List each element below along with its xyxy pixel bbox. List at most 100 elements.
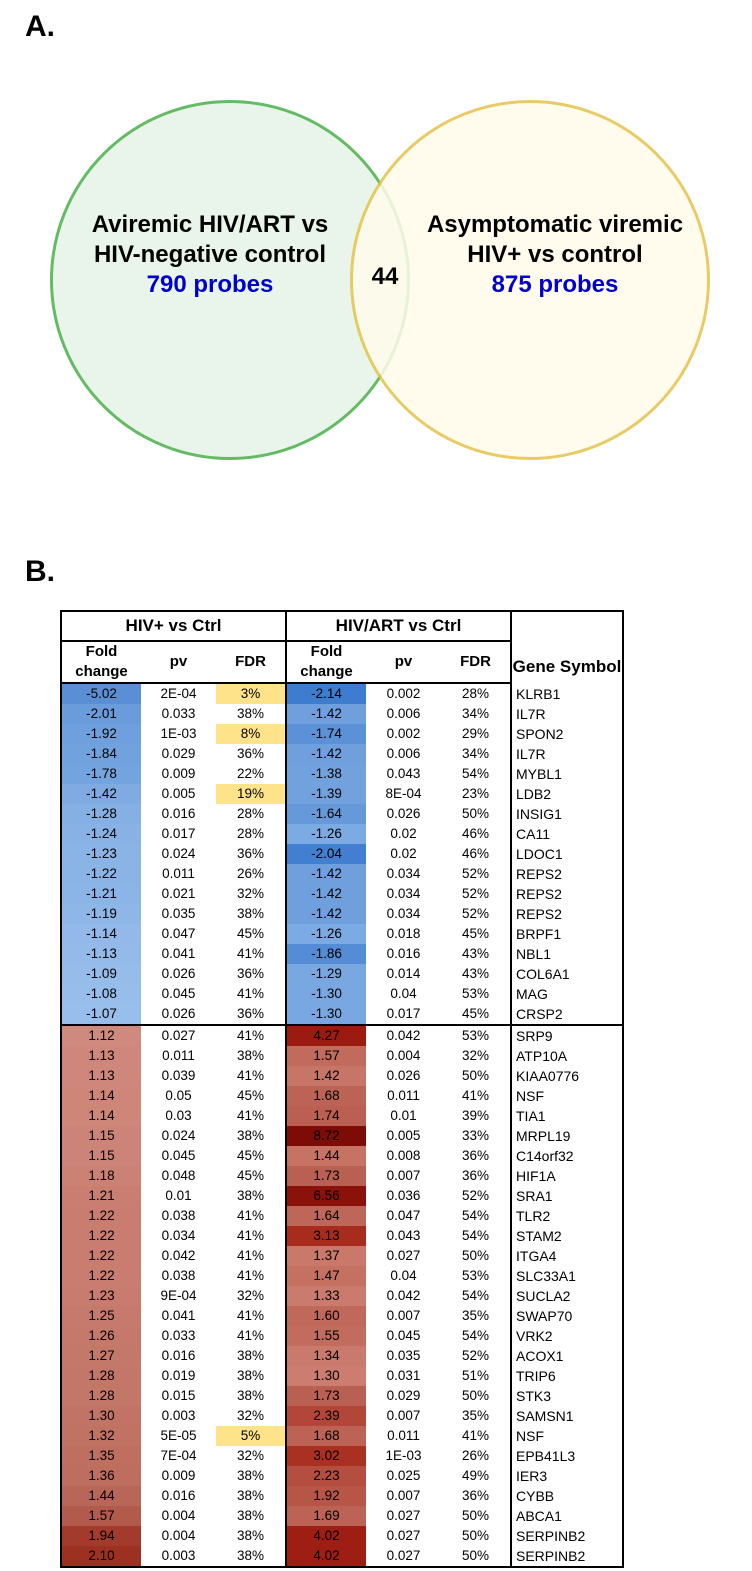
table-row: 1.130.03941%1.420.02650%KIAA0776 — [61, 1066, 623, 1086]
fdr2-cell: 39% — [441, 1106, 511, 1126]
pv1-cell: 0.039 — [141, 1066, 216, 1086]
table-row: 1.940.00438%4.020.02750%SERPINB2 — [61, 1526, 623, 1546]
table-row: 1.120.02741%4.270.04253%SRP9 — [61, 1025, 623, 1046]
fc2-cell: 1.73 — [286, 1166, 366, 1186]
fc2-cell: 8.72 — [286, 1126, 366, 1146]
pv1-cell: 9E-04 — [141, 1286, 216, 1306]
pv1-cell: 0.034 — [141, 1226, 216, 1246]
fdr1-cell: 5% — [216, 1426, 286, 1446]
fdr2-cell: 45% — [441, 1004, 511, 1025]
gene-cell: SPON2 — [511, 724, 623, 744]
gene-cell: CYBB — [511, 1486, 623, 1506]
pv1-cell: 0.027 — [141, 1025, 216, 1046]
panel-b-label: B. — [25, 555, 55, 589]
pv2-cell: 0.031 — [366, 1366, 441, 1386]
fdr2-cell: 54% — [441, 1326, 511, 1346]
fdr1-cell: 22% — [216, 764, 286, 784]
fdr2-cell: 23% — [441, 784, 511, 804]
fdr1-cell: 38% — [216, 1126, 286, 1146]
gene-cell: IER3 — [511, 1466, 623, 1486]
table-row: 1.260.03341%1.550.04554%VRK2 — [61, 1326, 623, 1346]
fdr1-cell: 36% — [216, 744, 286, 764]
fc2-cell: -1.39 — [286, 784, 366, 804]
pv2-cell: 0.014 — [366, 964, 441, 984]
fc2-cell: 4.27 — [286, 1025, 366, 1046]
pv2-cell: 1E-03 — [366, 1446, 441, 1466]
pv2-cell: 0.036 — [366, 1186, 441, 1206]
pv1-cell: 0.033 — [141, 1326, 216, 1346]
fdr2-cell: 53% — [441, 984, 511, 1004]
gene-cell: MRPL19 — [511, 1126, 623, 1146]
table-row: 1.570.00438%1.690.02750%ABCA1 — [61, 1506, 623, 1526]
fc1-cell: 1.22 — [61, 1266, 141, 1286]
fdr2-cell: 53% — [441, 1266, 511, 1286]
gene-cell: NSF — [511, 1086, 623, 1106]
pv2-cell: 0.027 — [366, 1246, 441, 1266]
fdr1-cell: 41% — [216, 1306, 286, 1326]
pv1-cell: 0.017 — [141, 824, 216, 844]
fc1-cell: 1.23 — [61, 1286, 141, 1306]
fc1-cell: -1.23 — [61, 844, 141, 864]
fc2-cell: 1.73 — [286, 1386, 366, 1406]
table-row: 1.280.01538%1.730.02950%STK3 — [61, 1386, 623, 1406]
fdr2-cell: 46% — [441, 844, 511, 864]
fc1-cell: -1.22 — [61, 864, 141, 884]
pv2-cell: 0.034 — [366, 864, 441, 884]
fdr1-cell: 41% — [216, 1066, 286, 1086]
table-row: 1.280.01938%1.300.03151%TRIP6 — [61, 1366, 623, 1386]
pv1-cell: 0.016 — [141, 1346, 216, 1366]
fdr1-cell: 38% — [216, 1466, 286, 1486]
fdr1-cell: 38% — [216, 1346, 286, 1366]
fc2-cell: 4.02 — [286, 1546, 366, 1567]
table-row: -1.220.01126%-1.420.03452%REPS2 — [61, 864, 623, 884]
fdr1-cell: 26% — [216, 864, 286, 884]
fdr1-cell: 41% — [216, 944, 286, 964]
fdr1-cell: 45% — [216, 1166, 286, 1186]
venn-right-text: Asymptomatic viremic HIV+ vs control 875… — [420, 210, 690, 300]
fc1-cell: -2.01 — [61, 704, 141, 724]
pv1-cell: 0.004 — [141, 1506, 216, 1526]
fdr1-cell: 38% — [216, 1486, 286, 1506]
fc1-cell: 1.28 — [61, 1366, 141, 1386]
pv1-cell: 2E-04 — [141, 683, 216, 704]
pv1-cell: 1E-03 — [141, 724, 216, 744]
pv2-cell: 0.04 — [366, 1266, 441, 1286]
fdr2-cell: 52% — [441, 864, 511, 884]
pv1-cell: 0.048 — [141, 1166, 216, 1186]
pv1-cell: 0.024 — [141, 1126, 216, 1146]
pv1-cell: 0.019 — [141, 1366, 216, 1386]
pv1-cell: 0.035 — [141, 904, 216, 924]
table-row: 1.180.04845%1.730.00736%HIF1A — [61, 1166, 623, 1186]
fdr2-cell: 34% — [441, 704, 511, 724]
pv2-cell: 0.004 — [366, 1046, 441, 1066]
pv2-cell: 8E-04 — [366, 784, 441, 804]
fc2-cell: 6.56 — [286, 1186, 366, 1206]
fc2-cell: 1.55 — [286, 1326, 366, 1346]
fc1-cell: -1.78 — [61, 764, 141, 784]
gene-cell: IL7R — [511, 744, 623, 764]
table-row: 1.210.0138%6.560.03652%SRA1 — [61, 1186, 623, 1206]
fdr2-cell: 50% — [441, 1506, 511, 1526]
pv2-cell: 0.026 — [366, 1066, 441, 1086]
pv2-cell: 0.027 — [366, 1546, 441, 1567]
table-row: 1.357E-0432%3.021E-0326%EPB41L3 — [61, 1446, 623, 1466]
fc1-cell: 1.14 — [61, 1086, 141, 1106]
fc1-cell: -1.42 — [61, 784, 141, 804]
fc2-cell: 1.34 — [286, 1346, 366, 1366]
fc2-cell: -2.14 — [286, 683, 366, 704]
venn-overlap-count: 44 — [360, 262, 410, 292]
pv2-cell: 0.006 — [366, 744, 441, 764]
gene-cell: TRIP6 — [511, 1366, 623, 1386]
table-row: -1.190.03538%-1.420.03452%REPS2 — [61, 904, 623, 924]
pv2-cell: 0.011 — [366, 1086, 441, 1106]
panel-a-label: A. — [25, 10, 55, 44]
pv1-cell: 0.041 — [141, 944, 216, 964]
fdr2-cell: 43% — [441, 944, 511, 964]
fc2-cell: -1.26 — [286, 824, 366, 844]
fc1-cell: -1.92 — [61, 724, 141, 744]
fc2-cell: 1.30 — [286, 1366, 366, 1386]
gene-cell: CRSP2 — [511, 1004, 623, 1025]
pv2-cell: 0.043 — [366, 764, 441, 784]
pv1-cell: 0.045 — [141, 1146, 216, 1166]
fdr2-header: FDR — [441, 641, 511, 683]
